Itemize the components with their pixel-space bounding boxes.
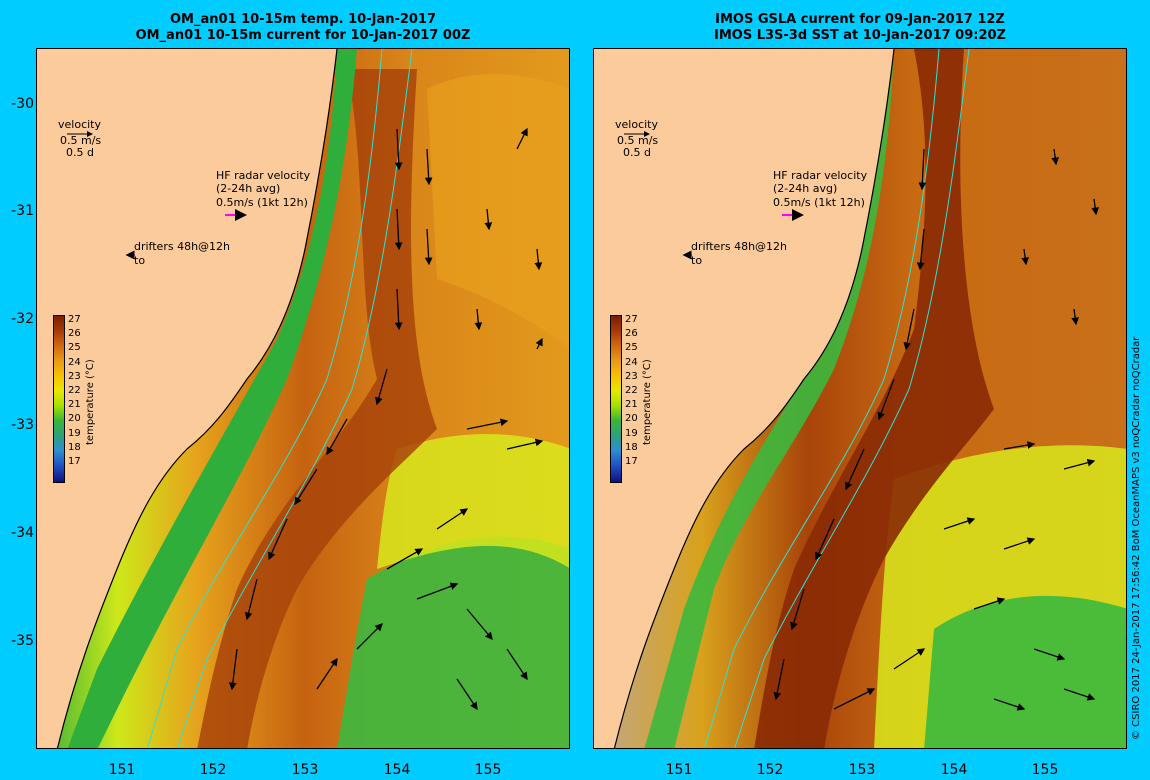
right-colorbar bbox=[610, 315, 622, 483]
cb-label: 17 bbox=[68, 456, 81, 468]
ytick-left: -33 bbox=[11, 417, 34, 433]
right-drifters-2: to bbox=[691, 254, 703, 267]
cb-label: 19 bbox=[68, 427, 81, 439]
left-map-svg bbox=[37, 49, 569, 748]
current-core bbox=[197, 69, 437, 748]
xtick-right: 152 bbox=[756, 762, 784, 778]
isobath-200m bbox=[704, 49, 940, 748]
cb-label: 23 bbox=[625, 370, 638, 382]
cb-label: 20 bbox=[625, 413, 638, 425]
coastal-cool-band bbox=[67, 49, 357, 748]
left-velocity-scale-1: 0.5 m/s bbox=[60, 134, 102, 147]
left-drifters-2: to bbox=[134, 254, 146, 267]
left-colorbar bbox=[53, 315, 65, 483]
xtick-left: 155 bbox=[474, 762, 502, 778]
land-mass bbox=[37, 49, 337, 748]
right-hf-radar-3: 0.5m/s (1kt 12h) bbox=[773, 196, 865, 209]
cb-label: 18 bbox=[68, 441, 81, 453]
left-map-panel bbox=[36, 48, 570, 749]
coastline bbox=[613, 49, 895, 748]
cb-label: 21 bbox=[625, 399, 638, 411]
xtick-left: 153 bbox=[291, 762, 319, 778]
isobath-200m bbox=[147, 49, 383, 748]
coastal-cool-band bbox=[644, 49, 894, 748]
isobath-2000m bbox=[734, 49, 970, 748]
left-drifters-1: drifters 48h@12h bbox=[134, 240, 231, 253]
right-title: IMOS GSLA current for 09-Jan-2017 12Z IM… bbox=[593, 12, 1127, 44]
ytick-left: -31 bbox=[11, 203, 34, 219]
xtick-right: 153 bbox=[848, 762, 876, 778]
cb-label: 26 bbox=[625, 328, 638, 340]
right-velocity-scale-1: 0.5 m/s bbox=[617, 134, 659, 147]
ytick-left: -30 bbox=[11, 96, 34, 112]
cool-water-region bbox=[924, 595, 1126, 748]
cb-label: 25 bbox=[625, 342, 638, 354]
coastline bbox=[56, 49, 338, 748]
left-title-line1: OM_an01 10-15m temp. 10-Jan-2017 bbox=[169, 12, 437, 27]
cb-label: 19 bbox=[625, 427, 638, 439]
left-title-line2: OM_an01 10-15m current for 10-Jan-2017 0… bbox=[135, 28, 471, 43]
right-velocity-label: velocity bbox=[615, 118, 658, 131]
cb-label: 21 bbox=[68, 399, 81, 411]
right-hf-radar-1: HF radar velocity bbox=[773, 169, 868, 182]
left-colorbar-labels: 27 26 25 24 23 22 21 20 19 18 17 bbox=[68, 313, 81, 469]
cb-label: 24 bbox=[625, 356, 638, 368]
cb-label: 18 bbox=[625, 441, 638, 453]
cb-label: 17 bbox=[625, 456, 638, 468]
velocity-arrows bbox=[773, 148, 1100, 711]
cb-label: 27 bbox=[68, 314, 81, 325]
xtick-left: 154 bbox=[383, 762, 411, 778]
velocity-arrows bbox=[228, 127, 544, 711]
right-hf-radar-2: (2-24h avg) bbox=[773, 182, 838, 195]
mid-water-region bbox=[377, 434, 569, 569]
ytick-left: -35 bbox=[11, 633, 34, 649]
xtick-right: 155 bbox=[1031, 762, 1059, 778]
xtick-right: 154 bbox=[940, 762, 968, 778]
offshore-warm-region bbox=[427, 74, 569, 348]
right-drifters-1: drifters 48h@12h bbox=[691, 240, 788, 253]
left-velocity-label: velocity bbox=[58, 118, 101, 131]
land-mass bbox=[594, 49, 894, 748]
cb-label: 24 bbox=[68, 356, 81, 368]
cool-water-region bbox=[337, 536, 569, 748]
left-hf-radar-1: HF radar velocity bbox=[216, 169, 311, 182]
credit-text: © CSIRO 2017 24-Jan-2017 17:56:42 BoM Oc… bbox=[1131, 336, 1142, 740]
cb-label: 20 bbox=[68, 413, 81, 425]
right-map-svg bbox=[594, 49, 1126, 748]
left-hf-radar-2: (2-24h avg) bbox=[216, 182, 281, 195]
cb-label: 25 bbox=[68, 342, 81, 354]
left-hf-radar-3: 0.5m/s (1kt 12h) bbox=[216, 196, 308, 209]
current-core bbox=[754, 49, 994, 748]
left-colorbar-title: temperature (°C) bbox=[85, 359, 96, 445]
right-colorbar-title: temperature (°C) bbox=[642, 359, 653, 445]
left-velocity-scale-2: 0.5 d bbox=[66, 146, 94, 159]
right-map-panel bbox=[593, 48, 1127, 749]
cb-label: 26 bbox=[68, 328, 81, 340]
ytick-left: -34 bbox=[11, 525, 34, 541]
cb-label: 22 bbox=[68, 385, 81, 397]
cb-label: 22 bbox=[625, 385, 638, 397]
right-velocity-scale-2: 0.5 d bbox=[623, 146, 651, 159]
xtick-left: 151 bbox=[108, 762, 136, 778]
xtick-right: 151 bbox=[665, 762, 693, 778]
ytick-left: -32 bbox=[11, 311, 34, 327]
isobath-2000m bbox=[177, 49, 413, 748]
right-title-line1: IMOS GSLA current for 09-Jan-2017 12Z bbox=[715, 12, 1005, 27]
right-title-line2: IMOS L3S-3d SST at 10-Jan-2017 09:20Z bbox=[714, 28, 1006, 43]
right-colorbar-labels: 27 26 25 24 23 22 21 20 19 18 17 bbox=[625, 313, 638, 469]
cb-label: 27 bbox=[625, 314, 638, 325]
left-title: OM_an01 10-15m temp. 10-Jan-2017 OM_an01… bbox=[36, 12, 570, 44]
xtick-left: 152 bbox=[199, 762, 227, 778]
cb-label: 23 bbox=[68, 370, 81, 382]
